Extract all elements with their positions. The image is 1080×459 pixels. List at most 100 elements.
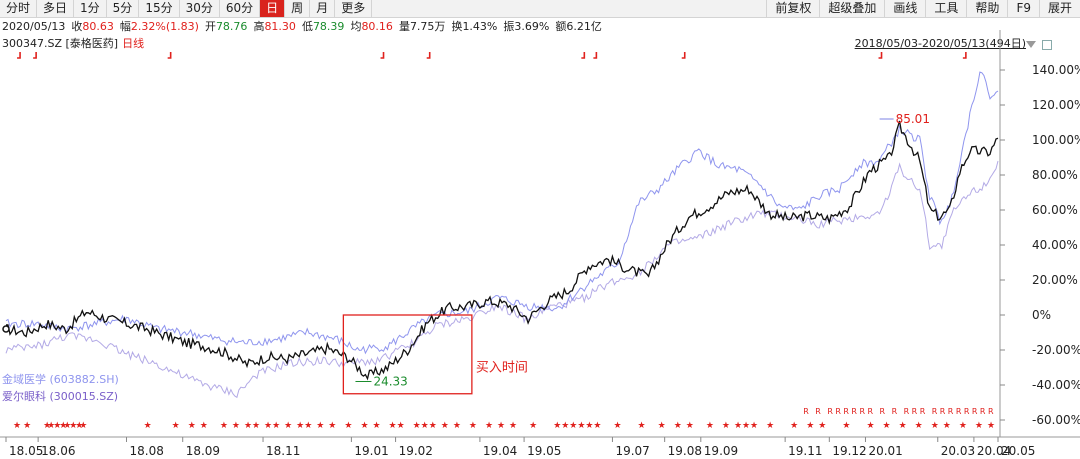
tab-8[interactable]: 周: [285, 0, 311, 17]
date-range-link[interactable]: 2018/05/03-2020/05/13(494日): [854, 37, 1026, 50]
star-mark-icon: ★: [561, 421, 569, 431]
r-mark-icon: R: [932, 407, 938, 416]
tab-3[interactable]: 5分: [107, 0, 140, 17]
buy-flag-icon: [426, 52, 431, 59]
quote-low: 低78.39: [301, 20, 345, 33]
star-mark-icon: ★: [975, 421, 983, 431]
stock-title: 300347.SZ [泰格医药] 日线: [2, 37, 144, 51]
x-tick-label: 19.01: [354, 444, 388, 458]
star-mark-icon: ★: [469, 421, 477, 431]
tab-0[interactable]: 分时: [0, 0, 38, 17]
x-tick-label: 18.09: [186, 444, 220, 458]
star-mark-icon: ★: [842, 421, 850, 431]
buy-flag-icon: [878, 52, 883, 59]
toolbar-button-6[interactable]: 展开: [1038, 0, 1080, 17]
buy-flag-icon: [581, 52, 586, 59]
quote-high: 高81.30: [253, 20, 296, 33]
star-mark-icon: ★: [272, 421, 280, 431]
toolbar-button-2[interactable]: 画线: [884, 0, 925, 17]
x-tick-label: 18.05: [9, 444, 43, 458]
r-mark-icon: R: [980, 407, 986, 416]
quote-avg: 均80.16: [350, 20, 393, 33]
series2-line: [5, 160, 999, 399]
dropdown-triangle-icon[interactable]: [1026, 41, 1036, 48]
tab-1[interactable]: 多日: [37, 0, 75, 17]
low-marker-label: 24.33: [373, 375, 407, 389]
tab-9[interactable]: 月: [310, 0, 336, 17]
quote-open: 开78.76: [204, 20, 248, 33]
y-tick-label: -60.00%: [1032, 413, 1080, 427]
star-mark-icon: ★: [316, 421, 324, 431]
buy-flag-icon: [593, 52, 598, 59]
star-mark-icon: ★: [69, 421, 77, 431]
x-tick-label: 20.01: [868, 444, 902, 458]
tab-4[interactable]: 15分: [139, 0, 180, 17]
star-mark-icon: ★: [529, 421, 537, 431]
r-mark-icon: R: [867, 407, 873, 416]
star-mark-icon: ★: [866, 421, 874, 431]
star-mark-icon: ★: [296, 421, 304, 431]
r-mark-icon: R: [964, 407, 970, 416]
buy-time-label: 买入时间: [476, 361, 528, 376]
y-tick-label: 80.00%: [1032, 168, 1078, 182]
indicator-label[interactable]: 日线: [122, 37, 145, 50]
star-mark-icon: ★: [304, 421, 312, 431]
y-tick-label: 60.00%: [1032, 203, 1078, 217]
star-mark-icon: ★: [915, 421, 923, 431]
star-mark-icon: ★: [453, 421, 461, 431]
star-mark-icon: ★: [200, 421, 208, 431]
star-mark-icon: ★: [172, 421, 180, 431]
x-tick-label: 19.04: [483, 444, 517, 458]
star-mark-icon: ★: [188, 421, 196, 431]
r-mark-icon: R: [827, 407, 833, 416]
tab-2[interactable]: 1分: [74, 0, 107, 17]
star-mark-icon: ★: [750, 421, 758, 431]
legend-series2[interactable]: 爱尔眼科 (300015.SZ): [2, 390, 119, 403]
star-mark-icon: ★: [232, 421, 240, 431]
star-mark-icon: ★: [59, 421, 67, 431]
r-mark-icon: R: [880, 407, 886, 416]
y-tick-label: 40.00%: [1032, 238, 1078, 252]
series1-line: [5, 71, 999, 355]
star-mark-icon: ★: [284, 421, 292, 431]
r-mark-icon: R: [956, 407, 962, 416]
r-mark-icon: R: [972, 407, 978, 416]
star-mark-icon: ★: [553, 421, 561, 431]
star-mark-icon: ★: [818, 421, 826, 431]
toolbar-button-1[interactable]: 超级叠加: [819, 0, 884, 17]
quote-close: 收80.63: [71, 20, 114, 33]
buy-flag-icon: [33, 52, 37, 59]
toolbar-button-3[interactable]: 工具: [925, 0, 966, 17]
tab-6[interactable]: 60分: [220, 0, 261, 17]
star-mark-icon: ★: [63, 421, 71, 431]
x-tick-label: 18.06: [41, 444, 75, 458]
r-mark-icon: R: [835, 407, 841, 416]
x-tick-label: 20.03: [941, 444, 975, 458]
star-mark-icon: ★: [53, 421, 61, 431]
star-mark-icon: ★: [220, 421, 228, 431]
tab-5[interactable]: 30分: [180, 0, 220, 17]
buy-flag-icon: [17, 52, 21, 59]
toolbar-button-0[interactable]: 前复权: [766, 0, 819, 17]
checkbox-icon[interactable]: [1042, 40, 1052, 50]
legend-series1[interactable]: 金域医学 (603882.SH): [2, 373, 119, 386]
x-tick-label: 19.08: [668, 444, 702, 458]
x-tick-label: 18.08: [129, 444, 163, 458]
x-tick-label: 19.07: [615, 444, 649, 458]
star-mark-icon: ★: [899, 421, 907, 431]
x-tick-label: 20.05: [1001, 444, 1035, 458]
quote-amplitude: 振3.69%: [503, 20, 550, 33]
star-mark-icon: ★: [372, 421, 380, 431]
star-mark-icon: ★: [328, 421, 336, 431]
r-mark-icon: R: [904, 407, 910, 416]
tab-7[interactable]: 日: [260, 0, 286, 17]
y-tick-label: 100.00%: [1032, 133, 1080, 147]
toolbar: 分时 多日 1分 5分 15分 30分 60分日周月更多 前复权 超级叠加 画线 工具 帮助 F9 展开: [0, 0, 1080, 18]
star-mark-icon: ★: [569, 421, 577, 431]
toolbar-button-5[interactable]: F9: [1007, 0, 1039, 17]
tab-10[interactable]: 更多: [335, 0, 373, 17]
toolbar-button-4[interactable]: 帮助: [966, 0, 1007, 17]
r-mark-icon: R: [892, 407, 898, 416]
r-mark-icon: R: [948, 407, 954, 416]
y-tick-label: 140.00%: [1032, 63, 1080, 77]
